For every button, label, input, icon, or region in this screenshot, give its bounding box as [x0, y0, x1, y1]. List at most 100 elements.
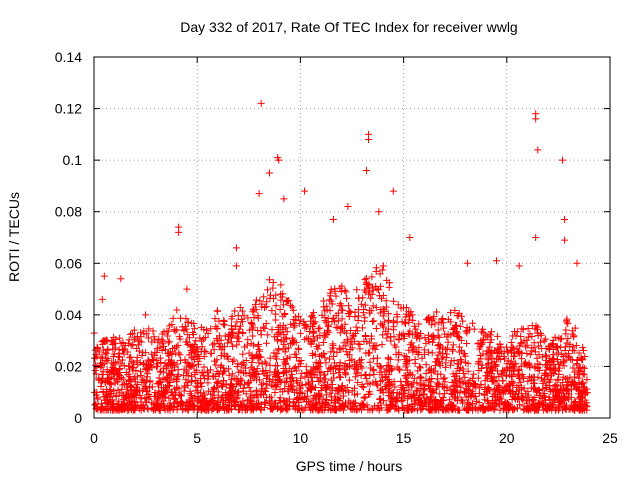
- data-point: [172, 375, 180, 383]
- data-point: [530, 373, 538, 381]
- data-point: [360, 337, 368, 345]
- data-point: [429, 338, 437, 346]
- data-point: [569, 403, 577, 411]
- data-point: [377, 320, 385, 328]
- data-point: [524, 333, 532, 341]
- data-point: [504, 347, 512, 355]
- data-point: [266, 377, 274, 385]
- data-point: [484, 383, 492, 391]
- data-point: [191, 394, 199, 402]
- data-point: [564, 386, 572, 394]
- data-point: [289, 383, 297, 391]
- data-point: [439, 382, 447, 390]
- data-point: [99, 388, 107, 396]
- data-point: [434, 341, 442, 349]
- data-point: [219, 370, 227, 378]
- outlier-point: [98, 295, 106, 303]
- data-point: [500, 387, 508, 395]
- data-point: [503, 404, 511, 412]
- data-point: [334, 324, 342, 332]
- data-point: [182, 376, 190, 384]
- data-point: [335, 396, 343, 404]
- outlier-point: [492, 257, 500, 265]
- data-point: [269, 284, 277, 292]
- data-point: [349, 402, 357, 410]
- data-point: [393, 389, 401, 397]
- data-point: [483, 368, 491, 376]
- data-point: [581, 384, 589, 392]
- data-point: [205, 372, 213, 380]
- data-point: [336, 361, 344, 369]
- data-point: [375, 292, 383, 300]
- data-point: [475, 399, 483, 407]
- data-point: [176, 314, 184, 322]
- data-point: [269, 405, 277, 413]
- data-point: [266, 368, 274, 376]
- data-point: [216, 398, 224, 406]
- data-point: [140, 330, 148, 338]
- data-point: [534, 323, 542, 331]
- data-point: [298, 390, 306, 398]
- data-point: [552, 381, 560, 389]
- data-point: [130, 326, 138, 334]
- data-point: [150, 357, 158, 365]
- data-point: [279, 388, 287, 396]
- data-point: [384, 330, 392, 338]
- data-point: [345, 376, 353, 384]
- data-point: [302, 320, 310, 328]
- y-axis-label: ROTI / TECUs: [6, 192, 22, 282]
- data-point: [528, 344, 536, 352]
- data-point: [214, 388, 222, 396]
- data-point: [465, 400, 473, 408]
- outlier-point: [406, 234, 414, 241]
- data-point: [224, 339, 232, 347]
- data-point: [238, 360, 246, 368]
- data-point: [541, 369, 549, 377]
- data-point: [443, 333, 451, 341]
- data-point: [301, 321, 309, 329]
- data-point: [373, 354, 381, 362]
- data-point: [456, 322, 464, 330]
- data-point: [420, 346, 428, 354]
- data-point: [290, 403, 298, 411]
- data-point: [399, 330, 407, 338]
- data-point: [185, 334, 193, 342]
- data-point: [283, 328, 291, 336]
- data-point: [374, 382, 382, 390]
- data-point: [376, 362, 384, 370]
- data-point: [422, 369, 430, 377]
- data-point: [395, 406, 403, 414]
- data-point: [518, 325, 526, 333]
- data-point: [229, 342, 237, 350]
- data-point: [485, 400, 493, 408]
- data-point: [472, 383, 480, 391]
- data-point: [152, 406, 160, 414]
- data-point: [196, 403, 204, 411]
- data-point: [109, 404, 117, 412]
- data-point: [393, 318, 401, 326]
- data-point: [220, 352, 228, 360]
- data-point: [282, 378, 290, 386]
- data-point: [309, 377, 317, 385]
- data-point: [515, 386, 523, 394]
- data-point: [442, 359, 450, 367]
- data-point: [561, 396, 569, 404]
- data-point: [228, 312, 236, 320]
- data-point: [490, 376, 498, 384]
- data-point: [345, 388, 353, 396]
- data-point: [573, 370, 581, 378]
- data-point: [394, 301, 402, 309]
- data-point: [286, 402, 294, 410]
- data-point: [514, 348, 522, 356]
- data-point: [581, 401, 589, 409]
- data-point: [480, 329, 488, 337]
- data-point: [212, 323, 220, 331]
- data-point: [137, 372, 145, 380]
- data-point: [378, 321, 386, 329]
- data-point: [410, 374, 418, 382]
- data-point: [553, 349, 561, 357]
- data-point: [144, 334, 152, 342]
- data-point: [234, 334, 242, 342]
- data-point: [566, 405, 574, 413]
- data-point: [228, 331, 236, 339]
